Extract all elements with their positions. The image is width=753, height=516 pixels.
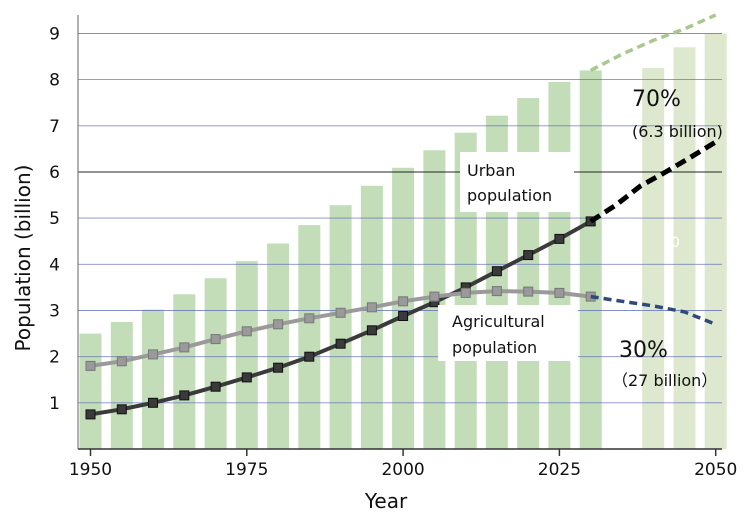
- agricultural-population-point-1990: [335, 307, 346, 318]
- agricultural-population-point-1965: [179, 342, 190, 353]
- bar-1955: [110, 322, 133, 449]
- x-tick-label-2000: 2000: [381, 460, 424, 480]
- y-tick-labels: 1 2 3 4 5 6 7 8 9: [49, 25, 60, 414]
- x-tick-label-2025: 2025: [538, 460, 581, 480]
- bar-1980: [267, 243, 290, 449]
- x-tick-label-1950: 1950: [69, 460, 112, 480]
- agri-label-line2: population: [452, 338, 537, 357]
- y-tick-label-8: 8: [49, 71, 60, 91]
- agricultural-population-point-1960: [148, 349, 158, 360]
- bar-1950: [79, 333, 102, 449]
- agricultural-population-point-2015: [491, 286, 502, 297]
- urban-population-point-1965: [179, 390, 190, 401]
- agricultural-population-point-2020: [523, 286, 534, 297]
- y-tick-label-1: 1: [49, 394, 60, 414]
- agricultural-population-point-1995: [366, 302, 377, 313]
- agri-percent: 30%: [619, 338, 668, 363]
- x-tick-labels: 1950 1975 2000 2025 2050: [69, 449, 737, 480]
- urban-percent: 70%: [632, 87, 681, 112]
- bar-2030: [579, 70, 602, 450]
- x-tick-label-1975: 1975: [225, 460, 268, 480]
- urban-population-point-1995: [366, 325, 377, 336]
- urban-population-point-1985: [304, 351, 315, 362]
- agricultural-population-point-1975: [241, 326, 252, 337]
- urban-population-point-1955: [116, 404, 127, 415]
- bar-2025: [548, 81, 571, 450]
- bar-1995: [360, 185, 383, 450]
- agricultural-population-point-2000: [398, 296, 409, 307]
- y-tick-label-5: 5: [49, 209, 60, 229]
- bar-1990: [329, 205, 352, 449]
- bars-layer: [79, 33, 727, 450]
- y-axis-title: Population (billion): [11, 165, 35, 352]
- urban-population-point-1950: [85, 409, 96, 420]
- urban-population-point-1980: [273, 362, 284, 373]
- y-tick-label-2: 2: [49, 348, 60, 368]
- y-tick-label-3: 3: [49, 302, 60, 322]
- urban-population-point-1990: [335, 338, 346, 349]
- bar-2000: [392, 167, 415, 450]
- agricultural-population-point-1955: [116, 356, 127, 367]
- grid-layer: [78, 33, 722, 404]
- agri-label-box: [438, 305, 578, 361]
- urban-population-point-2000: [398, 311, 409, 321]
- bar-1960: [142, 309, 164, 449]
- bar-2020: [517, 98, 540, 449]
- bar-2045: [673, 47, 696, 450]
- y-tick-label-9: 9: [49, 25, 60, 45]
- agricultural-projection-line: [590, 294, 717, 326]
- axes-layer: [77, 15, 722, 450]
- urban-population-point-2020: [523, 250, 534, 261]
- urban-population-point-1970: [210, 381, 221, 392]
- agricultural-population-point-1980: [273, 319, 284, 330]
- agricultural-population-point-1970: [210, 334, 221, 345]
- agricultural-population-point-1985: [304, 313, 315, 324]
- bar-2040: [642, 68, 665, 449]
- urban-label-line2: population: [467, 186, 552, 205]
- projections-layer: [589, 13, 717, 326]
- urban-population-point-1960: [148, 397, 158, 408]
- bar-1970: [204, 278, 227, 449]
- total-projection-line: [589, 13, 717, 72]
- agri-absolute: （27 billion）: [612, 371, 717, 390]
- bar-1965: [173, 294, 196, 449]
- agricultural-population-point-1950: [85, 360, 96, 371]
- y-tick-label-6: 6: [49, 163, 60, 183]
- urban-population-point-2015: [491, 266, 502, 277]
- agricultural-population-point-2005: [429, 291, 440, 302]
- bar-stray-label: 0: [671, 235, 680, 251]
- agricultural-population-point-2010: [460, 287, 471, 298]
- urban-population-point-2025: [554, 233, 565, 244]
- x-axis-title: Year: [364, 489, 408, 513]
- urban-label-box: [460, 152, 574, 212]
- y-tick-label-4: 4: [49, 255, 60, 275]
- y-tick-label-7: 7: [49, 117, 60, 137]
- bar-1985: [298, 225, 321, 449]
- urban-population-point-1975: [241, 372, 252, 383]
- bar-1975: [235, 261, 258, 449]
- lines-layer: [85, 216, 596, 420]
- agri-label-line1: Agricultural: [452, 312, 545, 331]
- urban-label-line1: Urban: [467, 161, 515, 180]
- x-tick-label-2050: 2050: [694, 460, 737, 480]
- urban-projection-line: [589, 139, 717, 224]
- agricultural-population-point-2025: [554, 287, 565, 298]
- bar-2050: [704, 33, 727, 449]
- urban-absolute: (6.3 billion): [632, 122, 723, 141]
